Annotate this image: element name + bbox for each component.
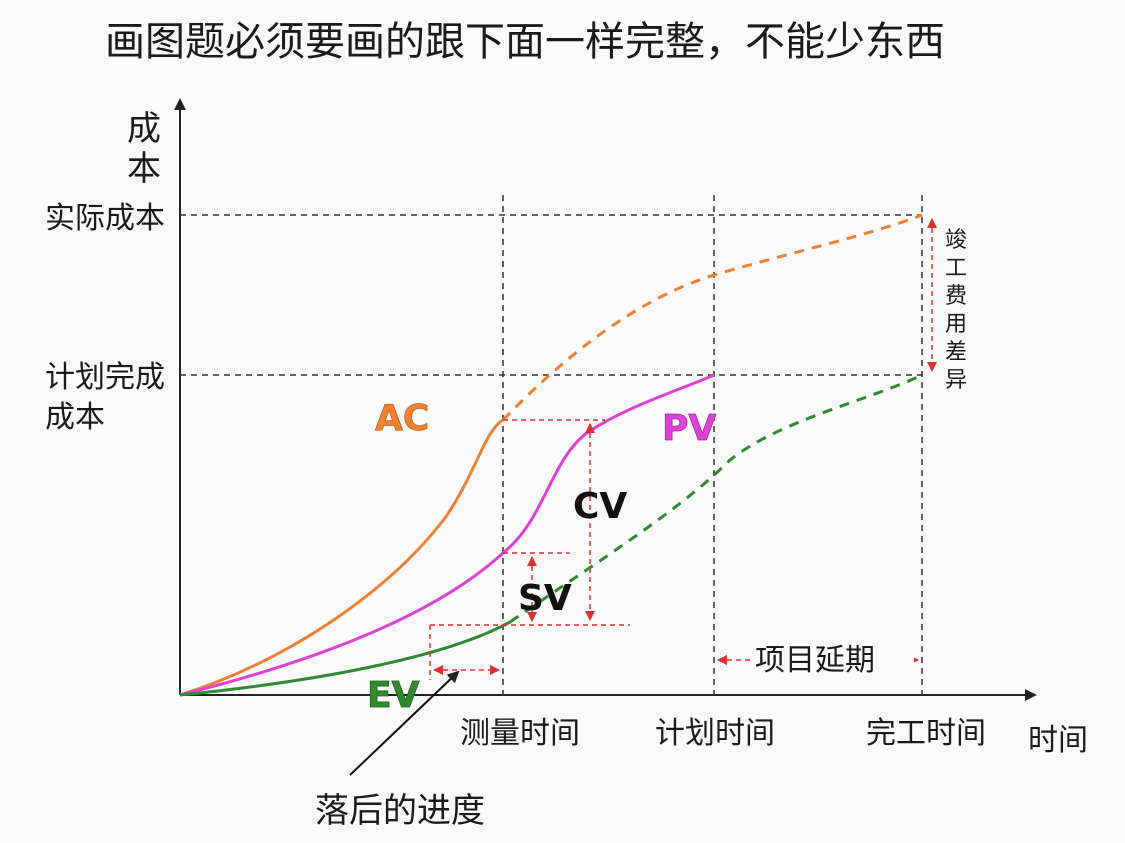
diagram-title: 画图题必须要画的跟下面一样完整，不能少东西 — [105, 19, 945, 65]
cost-diff-char: 费 — [945, 284, 967, 309]
sv-label: SV — [518, 578, 572, 619]
x-axis-label: 时间 — [1028, 723, 1088, 758]
ev-curve-solid — [179, 620, 511, 697]
y-axis-label-2: 本 — [127, 149, 161, 189]
y-tick-planned-cost-1: 计划完成 — [45, 360, 165, 395]
ac-label: AC — [375, 398, 429, 439]
x-tick-finish-time: 完工时间 — [866, 716, 986, 751]
lag-label: 落后的进度 — [315, 791, 485, 831]
delay-label: 项目延期 — [755, 643, 875, 678]
ac-curve-solid — [179, 418, 504, 697]
cost-diff-char: 异 — [945, 368, 967, 393]
lag-pointer-arrow — [349, 670, 460, 776]
cv-label: CV — [573, 486, 627, 527]
delay-label-bg — [752, 640, 914, 678]
y-tick-planned-cost-2: 成本 — [45, 400, 105, 435]
x-tick-plan-time: 计划时间 — [655, 716, 775, 751]
cost-diff-char: 差 — [945, 340, 967, 365]
cost-diff-char: 用 — [945, 312, 967, 337]
y-tick-actual-cost: 实际成本 — [45, 201, 165, 236]
pv-curve — [179, 373, 715, 697]
pv-label: PV — [662, 408, 716, 449]
x-tick-measure-time: 测量时间 — [460, 716, 580, 751]
y-axis-label-1: 成 — [127, 109, 161, 149]
ev-label: EV — [367, 675, 420, 716]
cost-diff-char: 竣 — [945, 228, 967, 253]
ac-curve-forecast — [501, 213, 923, 422]
cost-diff-char: 工 — [945, 256, 967, 281]
